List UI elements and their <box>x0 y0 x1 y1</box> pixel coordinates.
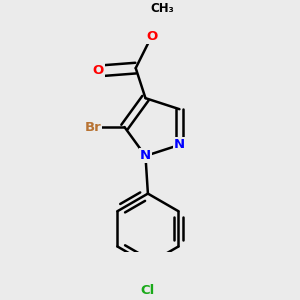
Text: N: N <box>140 149 151 162</box>
Text: O: O <box>92 64 104 77</box>
Text: CH₃: CH₃ <box>151 2 174 15</box>
Text: Cl: Cl <box>141 284 155 297</box>
Text: N: N <box>174 138 185 152</box>
Text: Br: Br <box>85 121 101 134</box>
Text: O: O <box>146 29 157 43</box>
